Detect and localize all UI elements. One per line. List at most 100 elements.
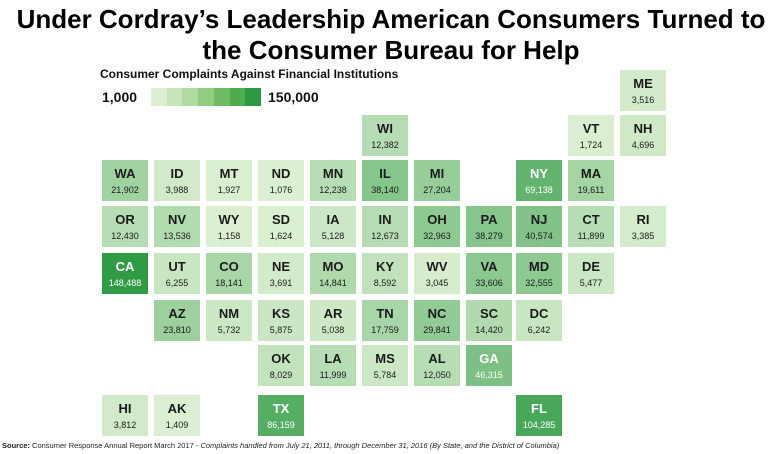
legend-swatch — [213, 88, 230, 106]
state-abbr: NH — [633, 120, 653, 136]
state-abbr: DC — [529, 305, 549, 321]
state-complaint-count: 11,999 — [319, 369, 347, 380]
state-abbr: KS — [271, 305, 291, 321]
state-abbr: MS — [375, 350, 395, 366]
state-abbr: OK — [271, 350, 291, 366]
state-tile-mt: MT 1,927 — [206, 160, 252, 201]
source-detail: Complaints handled from July 21, 2011, t… — [200, 441, 560, 450]
state-complaint-count: 27,204 — [423, 184, 451, 195]
state-tile-ct: CT 11,899 — [568, 206, 614, 247]
state-complaint-count: 3,812 — [113, 419, 137, 430]
state-tile-nj: NJ 40,574 — [516, 206, 562, 247]
state-abbr: KY — [375, 258, 395, 274]
state-tile-sd: SD 1,624 — [258, 206, 304, 247]
state-abbr: WV — [426, 258, 448, 274]
source-note: Source: Consumer Response Annual Report … — [2, 441, 559, 450]
state-complaint-count: 6,242 — [527, 324, 551, 335]
state-tile-mi: MI 27,204 — [414, 160, 460, 201]
state-tile-ok: OK 8,029 — [258, 345, 304, 386]
source-label: Source: — [2, 441, 30, 450]
state-complaint-count: 1,724 — [579, 139, 603, 150]
state-complaint-count: 1,409 — [165, 419, 189, 430]
state-complaint-count: 21,902 — [111, 184, 139, 195]
state-abbr: AR — [323, 305, 343, 321]
state-abbr: NM — [218, 305, 240, 321]
state-abbr: ME — [633, 75, 653, 91]
state-complaint-count: 14,841 — [319, 277, 347, 288]
legend-color-scale — [151, 88, 262, 106]
state-tile-or: OR 12,430 — [102, 206, 148, 247]
state-complaint-count: 38,140 — [371, 184, 399, 195]
legend-swatch — [151, 88, 167, 106]
state-complaint-count: 3,691 — [269, 277, 293, 288]
state-abbr: SD — [271, 211, 291, 227]
state-abbr: NJ — [530, 211, 548, 227]
state-tile-nc: NC 29,841 — [414, 300, 460, 341]
state-abbr: UT — [168, 258, 186, 274]
state-abbr: NC — [427, 305, 447, 321]
state-complaint-count: 3,516 — [631, 94, 655, 105]
state-abbr: AK — [167, 400, 187, 416]
state-complaint-count: 33,606 — [475, 277, 503, 288]
state-abbr: PA — [480, 211, 498, 227]
state-tile-wa: WA 21,902 — [102, 160, 148, 201]
state-tile-wv: WV 3,045 — [414, 253, 460, 294]
state-complaint-count: 18,141 — [215, 277, 243, 288]
state-complaint-count: 11,899 — [577, 230, 605, 241]
state-complaint-count: 5,784 — [373, 369, 397, 380]
state-abbr: CO — [219, 258, 239, 274]
state-complaint-count: 5,732 — [217, 324, 241, 335]
state-complaint-count: 19,611 — [577, 184, 605, 195]
state-tile-ma: MA 19,611 — [568, 160, 614, 201]
state-abbr: MO — [322, 258, 344, 274]
page-title: Under Cordray’s Leadership American Cons… — [0, 4, 782, 66]
state-tile-ms: MS 5,784 — [362, 345, 408, 386]
state-tile-ut: UT 6,255 — [154, 253, 200, 294]
state-complaint-count: 3,385 — [631, 230, 655, 241]
state-complaint-count: 23,810 — [163, 324, 191, 335]
state-tile-md: MD 32,555 — [516, 253, 562, 294]
state-tile-ky: KY 8,592 — [362, 253, 408, 294]
state-complaint-count: 12,238 — [319, 184, 347, 195]
state-tile-de: DE 5,477 — [568, 253, 614, 294]
state-abbr: IN — [378, 211, 392, 227]
state-abbr: SC — [479, 305, 499, 321]
state-tile-nm: NM 5,732 — [206, 300, 252, 341]
state-complaint-count: 12,382 — [371, 139, 399, 150]
state-abbr: HI — [118, 400, 132, 416]
state-tile-sc: SC 14,420 — [466, 300, 512, 341]
legend-min-label: 1,000 — [102, 89, 138, 105]
state-tile-mn: MN 12,238 — [310, 160, 356, 201]
state-abbr: MN — [322, 165, 344, 181]
legend-swatch — [198, 88, 214, 106]
state-abbr: RI — [636, 211, 650, 227]
state-tile-la: LA 11,999 — [310, 345, 356, 386]
state-abbr: AL — [428, 350, 446, 366]
legend-swatch — [166, 88, 183, 106]
title-line-2: the Consumer Bureau for Help — [202, 35, 580, 65]
state-complaint-count: 1,624 — [269, 230, 293, 241]
state-abbr: NY — [529, 165, 549, 181]
state-complaint-count: 104,285 — [522, 419, 556, 430]
state-abbr: MT — [219, 165, 239, 181]
source-text: Consumer Response Annual Report March 20… — [29, 441, 201, 450]
title-line-1: Under Cordray’s Leadership American Cons… — [16, 4, 766, 34]
state-abbr: CT — [582, 211, 600, 227]
state-complaint-count: 5,038 — [321, 324, 345, 335]
state-complaint-count: 29,841 — [423, 324, 451, 335]
state-abbr: NE — [271, 258, 291, 274]
state-abbr: MI — [429, 165, 445, 181]
state-complaint-count: 69,138 — [525, 184, 553, 195]
legend-swatch — [182, 88, 199, 106]
state-complaint-count: 1,927 — [217, 184, 241, 195]
state-abbr: IA — [326, 211, 340, 227]
state-complaint-count: 5,477 — [579, 277, 603, 288]
state-tile-ny: NY 69,138 — [516, 160, 562, 201]
state-tile-ca: CA 148,488 — [102, 253, 148, 294]
state-complaint-count: 32,963 — [423, 230, 451, 241]
state-complaint-count: 12,430 — [111, 230, 139, 241]
state-tile-tx: TX 86,159 — [258, 395, 304, 436]
state-complaint-count: 4,696 — [631, 139, 655, 150]
state-abbr: IL — [379, 165, 391, 181]
legend-max-label: 150,000 — [268, 89, 319, 105]
